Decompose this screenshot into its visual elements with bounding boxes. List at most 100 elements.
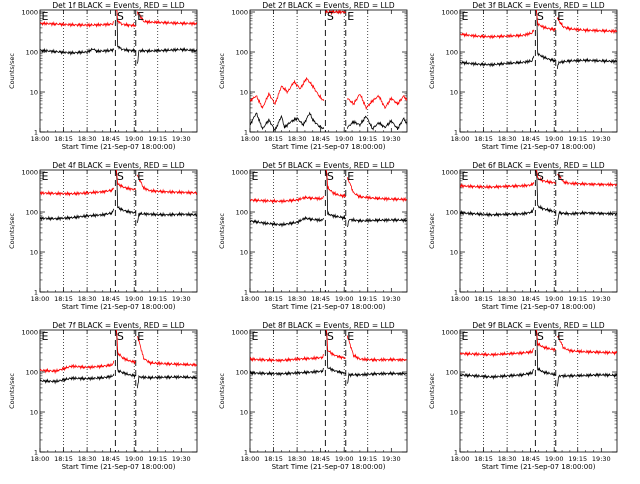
events-series-line	[556, 372, 617, 387]
lld-series-line	[40, 20, 115, 28]
y-tick-label: 1	[454, 129, 458, 137]
x-tick-label: 18:30	[288, 135, 307, 143]
x-tick-label: 19:30	[382, 295, 401, 303]
x-tick-label: 19:00	[335, 295, 354, 303]
event-marker-s: S	[327, 170, 334, 183]
lld-series-line	[325, 170, 347, 199]
events-series-line	[325, 330, 346, 376]
event-marker-e: E	[462, 10, 469, 23]
y-axis-label: Counts/sec	[218, 213, 226, 249]
x-axis-label: Start Time (21-Sep-07 18:00:00)	[482, 463, 596, 471]
x-axis-label: Start Time (21-Sep-07 18:00:00)	[272, 463, 386, 471]
lld-series-line	[535, 10, 557, 33]
lld-series-line	[535, 170, 557, 185]
events-series-line	[40, 47, 115, 56]
series-group	[250, 10, 407, 132]
lld-series-line	[115, 170, 137, 192]
x-tick-label: 18:45	[521, 295, 540, 303]
series-group	[40, 330, 197, 389]
x-tick-label: 18:45	[101, 135, 120, 143]
panel-title: Det 1f BLACK = Events, RED = LLD	[52, 1, 185, 10]
lld-series-line	[115, 330, 137, 366]
y-tick-label: 100	[236, 369, 248, 377]
series-group	[460, 330, 617, 387]
panel-title: Det 5f BLACK = Events, RED = LLD	[262, 161, 395, 170]
event-marker-e: E	[347, 10, 354, 23]
lld-series-line	[250, 354, 324, 364]
panel-det-2f: Det 2f BLACK = Events, RED = LLD 18:00 18:…	[218, 1, 408, 151]
panel-det-3f: Det 3f BLACK = Events, RED = LLD 18:00 18:…	[428, 1, 618, 151]
lld-series-line	[346, 94, 407, 111]
x-tick-label: 18:15	[474, 135, 493, 143]
lld-series-line	[460, 181, 535, 190]
panel-title: Det 8f BLACK = Events, RED = LLD	[262, 321, 395, 330]
event-marker-e: E	[137, 330, 144, 343]
y-axis-label: Counts/sec	[428, 373, 436, 409]
x-tick-label: 19:15	[148, 295, 167, 303]
events-series-line	[535, 330, 556, 377]
x-tick-label: 18:30	[498, 295, 517, 303]
x-tick-label: 18:45	[311, 295, 330, 303]
lld-series-line	[136, 174, 197, 196]
x-tick-label: 19:15	[568, 455, 587, 463]
panel-det-5f: Det 5f BLACK = Events, RED = LLD 18:00 18:…	[218, 161, 408, 311]
x-tick-label: 18:15	[54, 455, 73, 463]
lld-series-line	[115, 10, 137, 29]
x-tick-label: 18:30	[498, 455, 517, 463]
events-series-line	[556, 210, 617, 225]
lld-series-line	[556, 16, 617, 35]
event-marker-e: E	[42, 10, 49, 23]
y-axis-label: Counts/sec	[8, 373, 16, 409]
lld-series-line	[556, 334, 617, 356]
y-tick-label: 10	[450, 409, 458, 417]
x-tick-label: 18:00	[451, 135, 470, 143]
y-tick-label: 1	[244, 289, 248, 297]
x-tick-label: 18:30	[498, 135, 517, 143]
x-tick-label: 18:15	[474, 295, 493, 303]
event-marker-s: S	[537, 330, 544, 343]
x-tick-label: 18:45	[521, 455, 540, 463]
x-tick-label: 18:15	[54, 135, 73, 143]
event-marker-s: S	[117, 10, 124, 23]
series-group	[460, 170, 617, 225]
x-tick-label: 19:00	[335, 135, 354, 143]
lld-series-line	[325, 10, 347, 16]
events-series-line	[346, 115, 407, 131]
x-tick-label: 18:00	[451, 295, 470, 303]
lld-series-line	[535, 330, 556, 353]
events-series-line	[250, 367, 325, 377]
events-series-line	[535, 10, 557, 64]
y-axis-label: Counts/sec	[428, 213, 436, 249]
x-tick-label: 19:30	[382, 455, 401, 463]
y-tick-label: 10	[30, 249, 38, 257]
x-tick-label: 19:30	[592, 135, 611, 143]
x-axis-label: Start Time (21-Sep-07 18:00:00)	[62, 463, 176, 471]
events-series-line	[346, 370, 407, 384]
event-marker-s: S	[117, 170, 124, 183]
events-series-line	[250, 111, 325, 132]
x-tick-label: 18:45	[101, 295, 120, 303]
x-tick-label: 18:00	[31, 455, 50, 463]
panel-det-9f: Det 9f BLACK = Events, RED = LLD 18:00 18:…	[428, 321, 618, 471]
x-tick-label: 19:30	[592, 455, 611, 463]
x-tick-label: 18:15	[264, 135, 283, 143]
panel-title: Det 4f BLACK = Events, RED = LLD	[52, 161, 185, 170]
event-marker-e: E	[557, 170, 564, 183]
x-tick-label: 18:45	[311, 135, 330, 143]
y-axis-label: Counts/sec	[428, 53, 436, 89]
x-tick-label: 18:00	[241, 455, 260, 463]
lld-series-line	[136, 336, 197, 368]
panel-title: Det 6f BLACK = Events, RED = LLD	[472, 161, 605, 170]
x-tick-label: 18:45	[101, 455, 120, 463]
x-axis-label: Start Time (21-Sep-07 18:00:00)	[272, 143, 386, 151]
events-series-line	[115, 170, 137, 215]
y-tick-label: 100	[26, 209, 38, 217]
y-tick-label: 1000	[21, 329, 38, 337]
panel-det-7f: Det 7f BLACK = Events, RED = LLD 18:00 18:…	[8, 321, 198, 471]
lld-series-line	[40, 360, 115, 375]
panel-title: Det 3f BLACK = Events, RED = LLD	[472, 1, 605, 10]
x-tick-label: 18:45	[311, 455, 330, 463]
x-tick-label: 18:30	[78, 295, 97, 303]
y-tick-label: 10	[240, 409, 248, 417]
x-axis-label: Start Time (21-Sep-07 18:00:00)	[272, 303, 386, 311]
